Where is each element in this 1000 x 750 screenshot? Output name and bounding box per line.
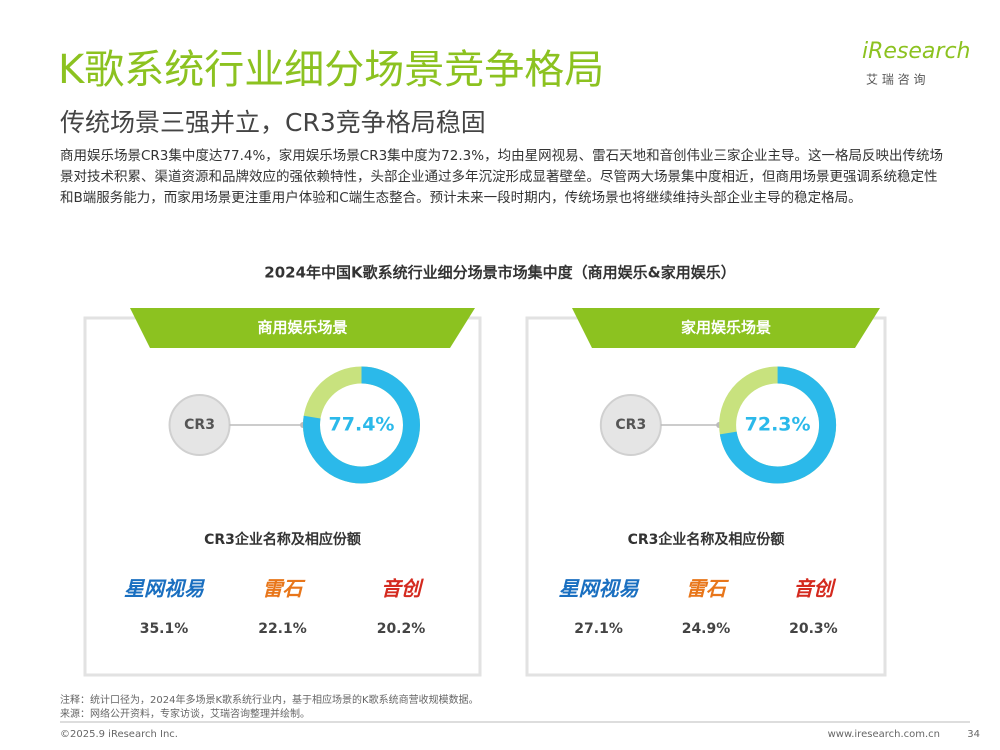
banner-title: 家用娱乐场景 (681, 319, 771, 337)
share-value: 22.1% (258, 621, 307, 637)
banner-title: 商用娱乐场景 (257, 319, 347, 337)
banner (130, 308, 475, 348)
body-text: 商用娱乐场景CR3集中度达77.4%，家用娱乐场景CR3集中度为72.3%，均由… (60, 148, 944, 206)
company-logo: 星网视易 (559, 577, 641, 601)
cr3-label: CR3 (184, 417, 215, 433)
brand: iResearch (862, 39, 971, 64)
share-value: 20.2% (377, 621, 426, 637)
company-logo: 音创 (793, 577, 836, 601)
share-value: 24.9% (682, 621, 731, 637)
share-title: CR3企业名称及相应份额 (628, 531, 785, 548)
brand-cn: 艾 瑞 咨 询 (866, 72, 925, 87)
title: K歌系统行业细分场景竞争格局 (58, 47, 604, 93)
copyright: ©2025.9 iResearch Inc. (60, 729, 178, 740)
cr3-label: CR3 (615, 417, 646, 433)
company-logo: 雷石 (686, 577, 730, 601)
share-value: 27.1% (574, 621, 623, 637)
chart-title: 2024年中国K歌系统行业细分场景市场集中度（商用娱乐&家用娱乐） (264, 264, 735, 282)
panel (83, 316, 482, 677)
share-value: 35.1% (140, 621, 189, 637)
panel (525, 316, 887, 677)
donut-label: 72.3% (745, 414, 811, 436)
donut-label: 77.4% (329, 414, 395, 436)
company-logo: 雷石 (263, 577, 307, 601)
share-value: 20.3% (789, 621, 838, 637)
donut-segment (719, 366, 837, 484)
banner (572, 308, 880, 348)
page-number: 34 (967, 729, 980, 740)
donut-segment (303, 366, 420, 484)
company-logo: 星网视易 (124, 577, 206, 601)
note: 注释：统计口径为，2024年多场景K歌系统行业内，基于相应场景的K歌系统商营收规… (60, 693, 479, 706)
subtitle: 传统场景三强并立，CR3竞争格局稳固 (60, 108, 486, 137)
url: www.iresearch.com.cn (828, 729, 940, 740)
source: 来源：网络公开资料，专家访谈，艾瑞咨询整理并绘制。 (60, 707, 310, 720)
share-title: CR3企业名称及相应份额 (204, 531, 361, 548)
company-logo: 音创 (381, 577, 424, 601)
